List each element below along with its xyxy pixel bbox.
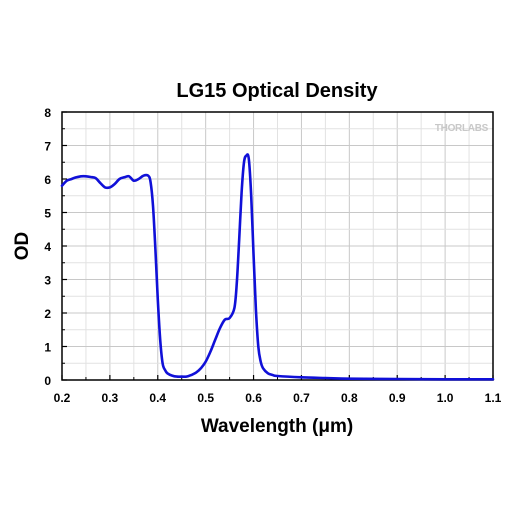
y-tick-label: 7 — [44, 140, 51, 154]
x-tick-label: 1.0 — [437, 391, 454, 405]
x-tick-label: 0.5 — [197, 391, 214, 405]
y-tick-label: 6 — [44, 173, 51, 187]
x-tick-label: 0.2 — [54, 391, 71, 405]
thorlabs-logo: THORLABS — [435, 123, 489, 134]
y-tick-label: 4 — [44, 240, 51, 254]
x-tick-label: 0.4 — [149, 391, 166, 405]
y-tick-label: 2 — [44, 307, 51, 321]
x-tick-label: 0.6 — [245, 391, 262, 405]
y-tick-label: 3 — [44, 274, 51, 288]
y-tick-label: 1 — [44, 341, 51, 355]
x-tick-label: 0.9 — [389, 391, 406, 405]
x-tick-label: 0.8 — [341, 391, 358, 405]
grid — [61, 111, 494, 381]
y-axis-title: OD — [12, 232, 33, 261]
y-tick-label: 8 — [44, 106, 51, 120]
series-line — [60, 153, 495, 381]
y-tick-label: 5 — [44, 207, 51, 221]
x-axis-title: Wavelength (μm) — [201, 416, 353, 437]
x-tick-label: 0.3 — [102, 391, 119, 405]
x-tick-labels: 0.2 0.3 0.4 0.5 0.6 0.7 0.8 0.9 1.0 1.1 — [54, 391, 502, 405]
x-tick-label: 0.7 — [293, 391, 310, 405]
x-tick-label: 1.1 — [485, 391, 502, 405]
plot-frame — [61, 111, 494, 381]
y-tick-labels: 0 1 2 3 4 5 6 7 8 — [44, 106, 51, 388]
chart-title: LG15 Optical Density — [176, 80, 378, 102]
y-tick-label: 0 — [44, 374, 51, 388]
